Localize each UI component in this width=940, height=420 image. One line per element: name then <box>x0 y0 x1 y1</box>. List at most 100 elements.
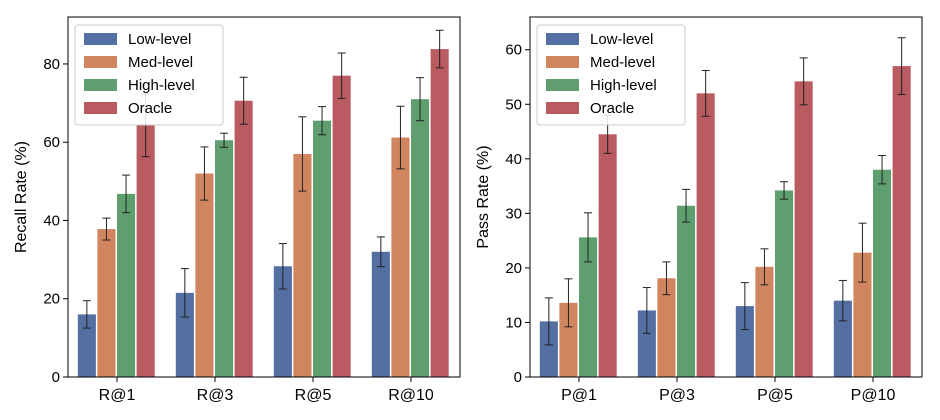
chart1-legend-swatch <box>84 56 117 68</box>
chart2-legend-label: High-level <box>590 77 657 94</box>
chart1-xtick-label: R@3 <box>197 387 234 404</box>
chart1-bar-low-level-r5 <box>273 266 292 377</box>
chart1-bar-oracle-r3 <box>234 100 253 378</box>
chart1-errorbar <box>200 146 209 201</box>
chart1-xtick-label: R@10 <box>388 387 434 404</box>
chart2-bar-low-level-p10 <box>833 300 852 377</box>
chart2-bar-med-level-p3 <box>657 278 676 377</box>
chart1-bar-high-level-r10 <box>411 99 430 378</box>
chart2-legend-swatch <box>546 56 579 68</box>
chart2-bar-oracle-p1 <box>598 134 617 377</box>
chart2-bar-low-level-p3 <box>637 310 656 377</box>
chart1-legend-label: High-level <box>128 77 195 94</box>
chart2-ytick-label: 30 <box>505 205 522 222</box>
chart2-errorbar <box>642 287 651 334</box>
chart2-errorbar <box>584 212 593 263</box>
chart1-errorbar <box>376 236 385 268</box>
chart2-xtick-label: P@1 <box>561 387 597 404</box>
chart2-ytick-label: 60 <box>505 42 522 59</box>
chart2-errorbar <box>564 278 573 328</box>
chart1-bar-high-level-r5 <box>313 120 332 377</box>
chart2-errorbar <box>682 188 691 223</box>
chart2-legend-label: Oracle <box>590 100 634 117</box>
chart1-bar-med-level-r1 <box>97 229 116 377</box>
chart2-legend-swatch <box>546 102 579 114</box>
chart1-ytick-label: 40 <box>43 212 60 229</box>
chart1-bar-med-level-r3 <box>195 173 214 377</box>
chart2: 0 10 20 30 40 50 60 P@1 P@3 P@5 P@10 Pass Rate (%) L… <box>475 16 923 404</box>
chart2-errorbar <box>544 297 553 346</box>
chart2-errorbar <box>740 282 749 331</box>
chart1-bar-high-level-r3 <box>215 140 234 377</box>
chart1-bar-low-level-r10 <box>371 251 390 377</box>
chart2-ytick-label: 0 <box>514 369 522 386</box>
chart1-ytick-label: 0 <box>52 369 60 386</box>
chart2-errorbar <box>662 261 671 296</box>
chart1-errorbar <box>122 174 131 214</box>
chart1-errorbar <box>416 77 425 122</box>
chart2-bar-high-level-p3 <box>677 205 696 377</box>
chart2-bar-oracle-p5 <box>794 81 813 378</box>
chart2-bar-low-level-p1 <box>539 321 558 377</box>
chart2-bar-low-level-p5 <box>735 306 754 377</box>
chart1-errorbar <box>239 76 248 125</box>
chart2-legend-label: Med-level <box>590 54 655 71</box>
chart1-errorbar <box>278 243 287 290</box>
chart2-legend: Low-level Med-level High-level Oracle <box>536 24 686 126</box>
chart1-legend: Low-level Med-level High-level Oracle <box>74 24 224 126</box>
chart2-ytick-label: 10 <box>505 314 522 331</box>
chart1-bar-med-level-r10 <box>391 137 410 377</box>
chart1-frame <box>67 16 461 378</box>
chart2-errorbar <box>838 279 847 322</box>
chart2-errorbar <box>858 222 867 283</box>
chart1: 0 20 40 60 80 R@1 R@3 R@5 R@10 Recall Rate (%) Low… <box>13 16 461 404</box>
chart1-legend-swatch <box>84 33 117 45</box>
chart1-ylabel: Recall Rate (%) <box>13 141 30 253</box>
chart2-errorbar <box>799 57 808 106</box>
chart2-bar-high-level-p10 <box>873 169 892 377</box>
chart2-ytick-label: 40 <box>505 151 522 168</box>
chart1-errorbar <box>298 116 307 192</box>
chart2-xtick-label: P@10 <box>851 387 896 404</box>
chart1-bar-low-level-r3 <box>175 292 194 377</box>
chart1-legend-label: Oracle <box>128 100 172 117</box>
chart2-errorbar <box>897 37 906 95</box>
chart1-legend-label: Med-level <box>128 54 193 71</box>
chart1-errorbar <box>102 217 111 241</box>
chart2-xtick-label: P@3 <box>659 387 695 404</box>
chart1-bar-high-level-r1 <box>117 193 136 377</box>
chart1-bar-low-level-r1 <box>77 314 96 377</box>
chart2-bar-med-level-p10 <box>853 252 872 377</box>
chart2-legend-box <box>536 24 686 126</box>
chart2-bar-high-level-p1 <box>579 237 598 377</box>
chart2-errorbar <box>701 69 710 117</box>
chart2-bar-high-level-p5 <box>775 190 794 377</box>
chart1-bar-oracle-r5 <box>332 75 351 377</box>
chart1-errorbar <box>180 268 189 318</box>
chart1-legend-label: Low-level <box>128 31 191 48</box>
chart1-ytick-label: 80 <box>43 56 60 73</box>
chart1-errorbar <box>396 105 405 170</box>
chart1-legend-swatch <box>84 79 117 91</box>
chart2-xtick-label: P@5 <box>757 387 793 404</box>
chart1-xtick-label: R@5 <box>295 387 332 404</box>
chart2-bar-med-level-p5 <box>755 266 774 377</box>
chart2-errorbar <box>878 155 887 185</box>
chart1-errorbar <box>435 29 444 69</box>
chart2-ylabel: Pass Rate (%) <box>475 145 492 248</box>
chart1-bar-oracle-r1 <box>136 125 155 377</box>
chart2-frame <box>529 16 923 378</box>
chart2-bar-oracle-p3 <box>696 93 715 378</box>
chart1-ytick-label: 20 <box>43 291 60 308</box>
chart2-bar-oracle-p10 <box>892 66 911 377</box>
chart2-legend-swatch <box>546 79 579 91</box>
chart2-errorbar <box>780 181 789 200</box>
chart1-legend-swatch <box>84 102 117 114</box>
chart2-errorbar <box>760 248 769 286</box>
chart2-ytick-label: 20 <box>505 260 522 277</box>
chart1-xtick-label: R@1 <box>99 387 136 404</box>
chart1-errorbar <box>220 132 229 148</box>
chart1-ytick-label: 60 <box>43 134 60 151</box>
chart1-bar-oracle-r10 <box>430 49 449 378</box>
chart1-errorbar <box>318 106 327 136</box>
